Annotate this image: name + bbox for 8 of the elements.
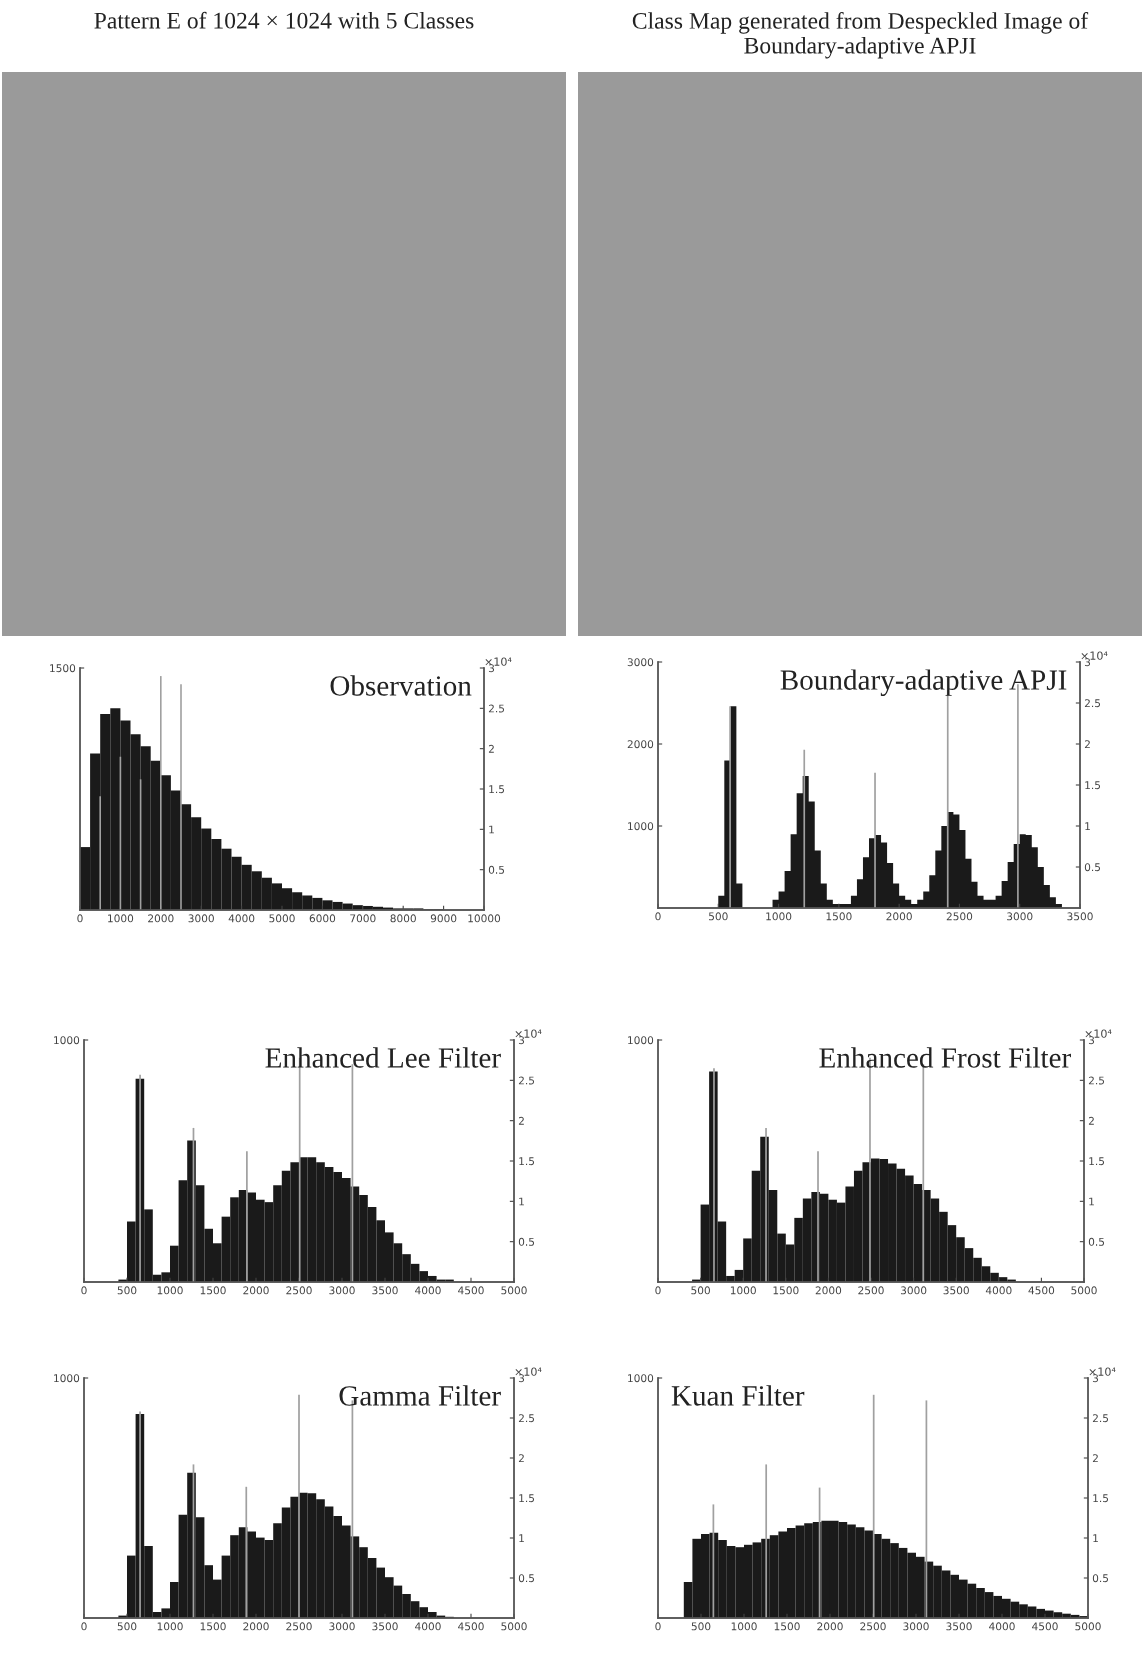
chart-title: Kuan Filter [671,1385,805,1406]
chart-title: Boundary-adaptive APJI [780,669,1067,696]
text: Pattern E of 1024 × 1024 with 5 Classes [94,11,474,29]
chart-title: Enhanced Frost Filter [819,1047,1071,1068]
chart-title: Enhanced Lee Filter [265,1047,501,1068]
chart-title: Observation [330,675,472,696]
text: Class Map generated from Despeckled Image of Boundary-adaptive APJI [632,12,1089,59]
chart-title: Gamma Filter [339,1385,501,1406]
